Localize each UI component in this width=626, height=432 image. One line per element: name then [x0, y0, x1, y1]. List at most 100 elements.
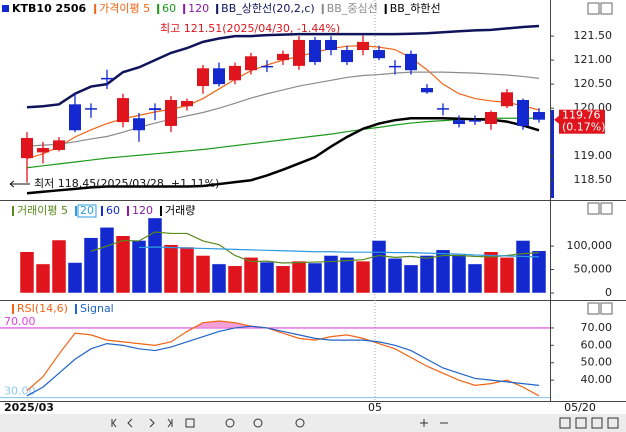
volume-bar [179, 246, 195, 294]
low-annotation: 최저 118.45(2025/03/28, +1.11%) [34, 177, 219, 190]
y-tick-label: 100,000 [567, 239, 613, 252]
button[interactable] [587, 2, 600, 15]
high-annotation: 최고 121.51(2025/04/30, -1.44%) [160, 22, 340, 35]
icon[interactable] [111, 418, 117, 428]
level-label: 30.00 [4, 385, 36, 398]
icon[interactable] [607, 417, 619, 429]
candle-body [517, 100, 529, 126]
indicator-line [90, 231, 540, 264]
volume-bar [147, 217, 163, 294]
legend-label: BB_상한선(20,2,c) [221, 2, 315, 15]
last-price-label: 119.76 [562, 109, 601, 122]
volume-bar [211, 263, 227, 294]
volume-bar [323, 255, 339, 294]
legend-swatch [12, 206, 14, 216]
button[interactable] [600, 302, 613, 315]
candle-body [453, 120, 465, 125]
legend-label: 20 [80, 204, 94, 217]
legend-label: 거래량 [165, 204, 195, 217]
legend-label: BB_하한선 [390, 1, 441, 15]
icon[interactable] [225, 418, 235, 428]
volume-bar [355, 260, 371, 294]
y-tick-label: 60.00 [581, 338, 613, 351]
indicator-line [26, 71, 540, 147]
candle-body [373, 50, 385, 59]
candle-body [437, 108, 449, 110]
candle-body [229, 65, 241, 81]
icon[interactable] [559, 417, 571, 429]
volume-bar [259, 261, 275, 294]
y-tick-label: 121.00 [574, 53, 613, 66]
icon[interactable] [127, 418, 133, 428]
indicator-line [26, 117, 539, 169]
button[interactable] [600, 202, 613, 215]
candle-body [325, 39, 337, 51]
toolbar-icons [111, 417, 619, 429]
candle-body [117, 98, 129, 123]
candle-body [501, 92, 513, 107]
legend-swatch [74, 206, 77, 216]
legend-label: 60 [106, 204, 120, 217]
legend-label: 60 [162, 2, 176, 15]
button[interactable] [600, 2, 613, 15]
y-tick-label: 120.50 [574, 77, 613, 90]
legend-label: RSI(14,6) [17, 302, 68, 315]
icon[interactable] [185, 418, 195, 428]
y-tick-label: 118.50 [574, 173, 613, 186]
icon[interactable] [149, 418, 155, 428]
x-tick-label: 05/20 [564, 401, 596, 414]
candle-body [69, 104, 81, 131]
volume-bar [435, 249, 451, 294]
y-tick-label: 50.00 [581, 356, 613, 369]
level-label: 70.00 [4, 315, 36, 328]
volume-bar [451, 254, 467, 294]
icon[interactable] [253, 418, 263, 428]
panel-buttons [587, 2, 613, 315]
candle-body [293, 39, 305, 66]
icon[interactable] [575, 417, 587, 429]
legend-label: 120 [132, 204, 153, 217]
volume-bar [371, 240, 387, 294]
legend-label: 거래이평 5 [17, 204, 68, 217]
icon[interactable] [167, 418, 173, 428]
legend-swatch [157, 4, 160, 14]
button[interactable] [587, 202, 600, 215]
legend-swatch [321, 4, 324, 14]
candle-body [485, 112, 497, 125]
icon[interactable] [420, 419, 428, 427]
volume-bar [35, 263, 51, 294]
indicator-line [26, 24, 540, 109]
volume-bar [115, 235, 131, 294]
volume-bar [291, 260, 307, 294]
y-tick-label: 50,000 [574, 263, 613, 276]
candle-body [53, 140, 65, 150]
candle-body [165, 100, 177, 126]
candle-body [309, 39, 321, 63]
legend-swatch [126, 206, 129, 216]
volume-bar [19, 251, 35, 294]
candle-body [341, 50, 353, 63]
candle-body [469, 120, 481, 122]
button[interactable] [587, 302, 600, 315]
icon[interactable] [591, 417, 603, 429]
volume-bar [51, 239, 67, 294]
legend-swatch [12, 304, 14, 314]
volume-bar [131, 240, 147, 294]
candle-body [85, 108, 97, 110]
volume-bar [499, 257, 515, 294]
candle-body [213, 68, 225, 85]
volume-bar [195, 255, 211, 294]
legend-label: 가격이평 5 [99, 2, 150, 15]
volume-bar [403, 264, 419, 294]
candle-body [421, 87, 433, 93]
last-price-pointer [554, 115, 559, 124]
legend-swatch [384, 4, 387, 14]
volume-bar [419, 255, 435, 294]
toolbar [0, 414, 626, 432]
symbol: KTB10 2506 [12, 2, 87, 15]
legend-swatch [216, 4, 219, 14]
indicator-line [138, 246, 540, 258]
volume-bar [531, 250, 547, 294]
icon[interactable] [295, 418, 305, 428]
